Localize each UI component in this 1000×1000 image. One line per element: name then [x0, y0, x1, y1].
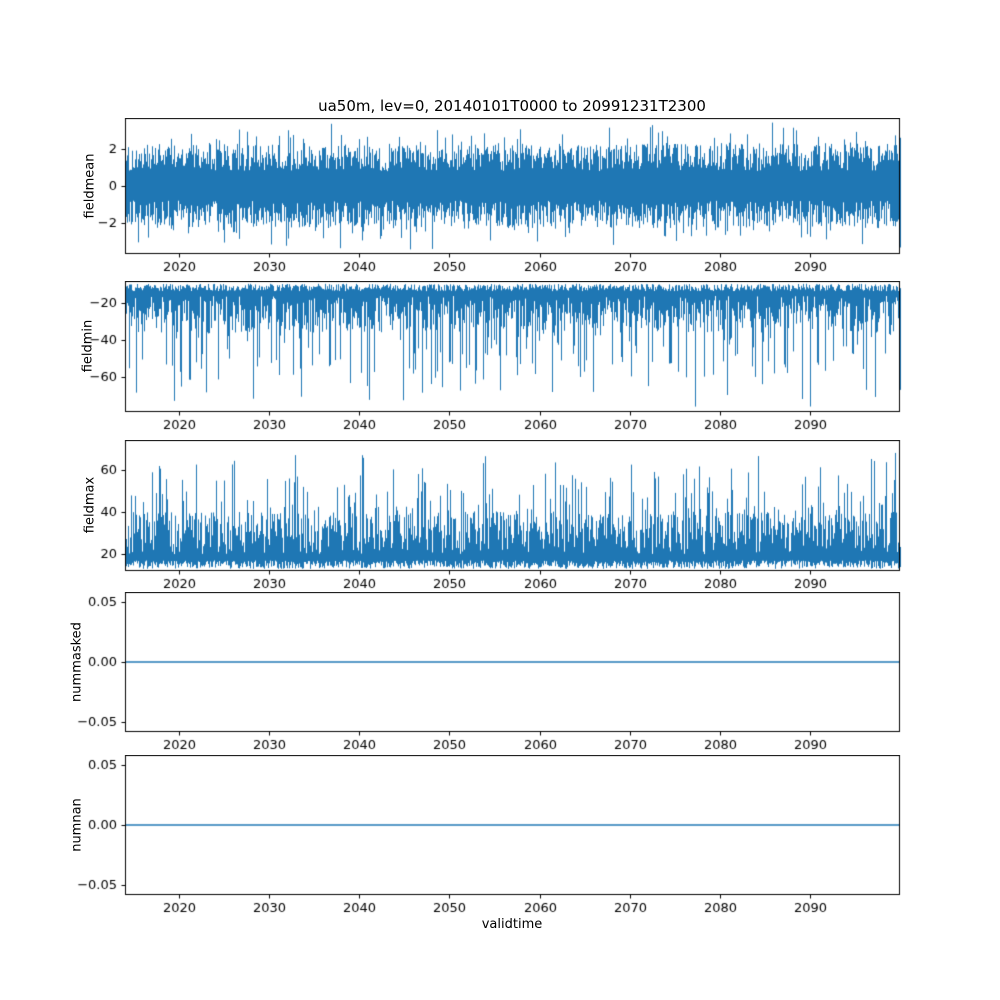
figure-title: ua50m, lev=0, 20140101T0000 to 20991231T…: [318, 97, 706, 115]
plot-canvas-fieldmean: [0, 118, 1000, 282]
plot-canvas-nummasked: [0, 592, 1000, 760]
xlabel-validtime: validtime: [481, 917, 543, 932]
plot-canvas-fieldmin: [0, 281, 1000, 440]
plot-canvas-fieldmax: [0, 440, 1000, 599]
plot-canvas-numnan: [0, 755, 1000, 923]
